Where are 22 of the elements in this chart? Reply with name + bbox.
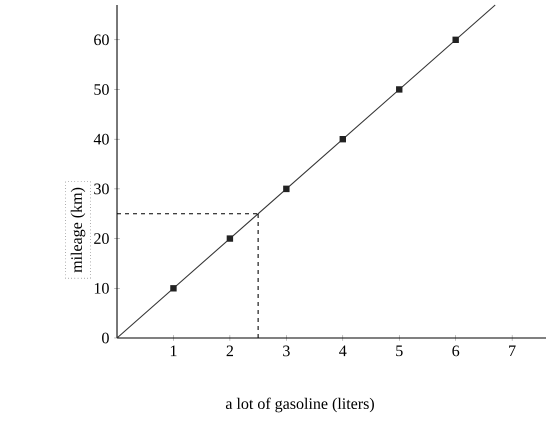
y-axis-title: mileage (km) [70, 188, 86, 273]
y-tick-label: 30 [94, 183, 109, 194]
x-tick-label: 7 [509, 346, 516, 356]
point [452, 36, 459, 43]
point [170, 285, 177, 292]
point [396, 86, 402, 93]
y-tick-label: 60 [94, 34, 109, 46]
point [226, 235, 234, 242]
y-tick-label: 0 [102, 332, 109, 344]
x-tick-label: 5 [396, 346, 403, 356]
y-tick-label: 10 [94, 282, 109, 294]
x-axis-title: a lot of gasoline (liters) [226, 398, 374, 412]
y-tick-label: 20 [94, 233, 109, 244]
y-tick-label: 40 [94, 134, 109, 145]
x-tick-label: 2 [226, 346, 234, 356]
point [283, 186, 290, 192]
x-tick-label: 4 [339, 346, 347, 356]
point [340, 136, 346, 142]
x-tick-label: 1 [170, 346, 176, 356]
x-tick-label: 3 [283, 346, 290, 356]
x-tick-label: 6 [452, 346, 460, 356]
y-tick-label: 50 [94, 84, 109, 95]
